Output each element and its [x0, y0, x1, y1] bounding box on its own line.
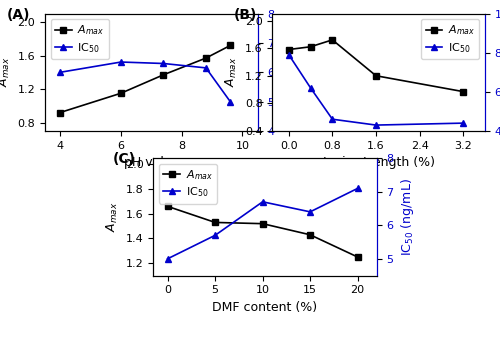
- Legend: $A_{max}$, IC$_{50}$: $A_{max}$, IC$_{50}$: [50, 19, 109, 59]
- $A_{max}$: [307, 233, 313, 237]
- IC$_{50}$: [460, 121, 466, 125]
- IC$_{50}$: [373, 123, 379, 127]
- $A_{max}$: [57, 110, 63, 115]
- $A_{max}$: [203, 56, 209, 60]
- X-axis label: DMF content (%): DMF content (%): [212, 301, 318, 314]
- $A_{max}$: [308, 45, 314, 49]
- $A_{max}$: [330, 38, 336, 42]
- IC$_{50}$: [228, 100, 234, 104]
- $A_{max}$: [212, 220, 218, 224]
- Y-axis label: $A_{max}$: $A_{max}$: [224, 57, 240, 88]
- Text: (A): (A): [6, 8, 30, 22]
- Line: IC$_{50}$: IC$_{50}$: [56, 59, 234, 105]
- Line: $A_{max}$: $A_{max}$: [164, 203, 361, 261]
- IC$_{50}$: [160, 61, 166, 65]
- $A_{max}$: [164, 204, 170, 208]
- Y-axis label: IC$_{50}$ (ng/mL): IC$_{50}$ (ng/mL): [399, 178, 416, 256]
- $A_{max}$: [354, 255, 360, 259]
- Text: (C): (C): [113, 152, 136, 166]
- IC$_{50}$: [164, 257, 170, 261]
- $A_{max}$: [160, 73, 166, 77]
- X-axis label: Ionic strength (%): Ionic strength (%): [322, 156, 434, 169]
- Legend: $A_{max}$, IC$_{50}$: $A_{max}$, IC$_{50}$: [159, 164, 218, 204]
- Y-axis label: $A_{max}$: $A_{max}$: [106, 202, 120, 232]
- IC$_{50}$: [354, 186, 360, 190]
- IC$_{50}$: [286, 53, 292, 57]
- Text: (B): (B): [234, 8, 258, 22]
- $A_{max}$: [260, 222, 266, 226]
- IC$_{50}$: [330, 117, 336, 121]
- $A_{max}$: [286, 47, 292, 51]
- X-axis label: pH value: pH value: [124, 156, 179, 169]
- $A_{max}$: [373, 74, 379, 78]
- IC$_{50}$: [260, 200, 266, 204]
- Legend: $A_{max}$, IC$_{50}$: $A_{max}$, IC$_{50}$: [421, 19, 480, 59]
- Y-axis label: IC$_{50}$ (ng/mL): IC$_{50}$ (ng/mL): [280, 33, 297, 111]
- Line: $A_{max}$: $A_{max}$: [56, 42, 234, 116]
- $A_{max}$: [228, 43, 234, 47]
- Y-axis label: $A_{max}$: $A_{max}$: [0, 57, 12, 88]
- IC$_{50}$: [307, 210, 313, 214]
- IC$_{50}$: [203, 66, 209, 70]
- Line: IC$_{50}$: IC$_{50}$: [164, 185, 361, 262]
- Line: IC$_{50}$: IC$_{50}$: [286, 51, 467, 129]
- $A_{max}$: [118, 91, 124, 95]
- $A_{max}$: [460, 90, 466, 94]
- IC$_{50}$: [308, 86, 314, 90]
- IC$_{50}$: [118, 60, 124, 64]
- IC$_{50}$: [212, 233, 218, 237]
- IC$_{50}$: [57, 70, 63, 74]
- Line: $A_{max}$: $A_{max}$: [286, 36, 467, 95]
